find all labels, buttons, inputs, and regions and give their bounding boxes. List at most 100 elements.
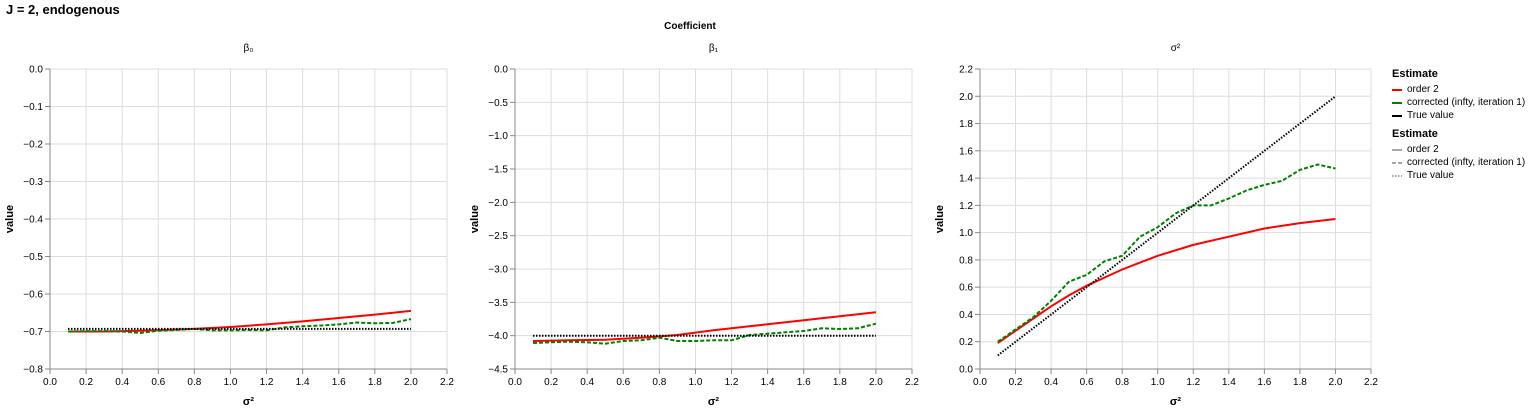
x-tick-label: 0.6 [1080,377,1094,388]
legend-style-symbol [1392,161,1402,164]
x-tick-label: 1.4 [296,377,310,388]
y-tick-label: −0.3 [23,177,43,188]
legend-color-title: Estimate [1392,68,1438,80]
x-tick-label: 1.0 [1151,377,1165,388]
legend-style-symbol [1392,174,1402,177]
x-tick-label: 1.0 [224,377,238,388]
y-tick-label: −3.5 [488,298,508,309]
x-tick-label: 2.0 [869,377,883,388]
legend-color-item: order 2 [1392,83,1525,96]
y-tick-label: 0.2 [959,337,973,348]
x-tick-label: 0.0 [973,377,987,388]
y-tick-label: −2.5 [488,231,508,242]
y-tick-label: 1.2 [959,201,973,212]
x-tick-label: 1.4 [1222,377,1236,388]
y-tick-label: −0.1 [23,102,43,113]
y-tick-label: 0.0 [494,65,508,76]
y-tick-label: 1.6 [959,146,973,157]
x-tick-label: 0.8 [187,377,201,388]
legend-style-item: True value [1392,169,1525,182]
legend-style-title: Estimate [1392,128,1438,140]
legend-color-item: corrected (infty, iteration 1) [1392,96,1525,109]
panel-title: β₁ [709,43,719,54]
legend-color-symbol [1392,88,1402,91]
x-tick-label: 1.8 [1293,377,1307,388]
y-tick-label: −0.5 [488,98,508,109]
x-tick-label: 1.8 [368,377,382,388]
x-tick-label: 1.6 [1257,377,1271,388]
y-tick-label: −4.5 [488,365,508,376]
x-tick-label: 0.4 [580,377,594,388]
panel-title: β₀ [244,43,254,54]
panel-3: 0.0 0.2 0.4 0.6 0.8 1.0 1.2 1.4 1.6 1.8 2.0 2.2 0.0 0… [934,43,1378,408]
x-tick-label: 0.2 [544,377,558,388]
x-tick-label: 1.8 [833,377,847,388]
y-tick-label: −0.2 [23,140,43,151]
x-tick-label: 1.2 [1186,377,1200,388]
legend-color-label: corrected (infty, iteration 1) [1407,97,1526,108]
y-tick-label: 0.4 [959,310,973,321]
y-tick-label: −0.7 [23,327,43,338]
legend: Estimate order 2 corrected (infty, iterat… [1392,68,1525,188]
x-axis-label: σ² [243,396,255,408]
legend-style-symbol [1392,148,1402,151]
x-tick-label: 2.0 [1329,377,1343,388]
facet-header: Coefficient [664,21,716,32]
x-tick-label: 0.8 [1115,377,1129,388]
series-line-corrected-infty-iteration-1 [67,318,412,335]
x-tick-label: 1.4 [761,377,775,388]
x-tick-label: 0.4 [1044,377,1058,388]
x-tick-label: 0.0 [43,377,57,388]
series-line-order-2 [532,311,877,342]
legend-style-block: Estimate order 2 corrected (infty, iterat… [1392,128,1525,182]
legend-style-label: order 2 [1407,144,1439,155]
legend-style-label: corrected (infty, iteration 1) [1407,157,1526,168]
y-tick-label: −0.8 [23,365,43,376]
x-tick-label: 0.4 [115,377,129,388]
y-tick-label: −3.0 [488,265,508,276]
y-tick-label: −4.0 [488,331,508,342]
legend-color-label: True value [1407,110,1454,121]
y-axis-label: value [934,205,946,233]
legend-color-symbol [1392,114,1402,117]
panel-title: σ² [1171,43,1181,54]
legend-style-label: True value [1407,170,1454,181]
y-tick-label: −1.0 [488,131,508,142]
series-line-corrected-infty-iteration-1 [532,322,877,345]
y-tick-label: 1.0 [959,228,973,239]
y-tick-label: 0.8 [959,255,973,266]
x-tick-label: 0.2 [79,377,93,388]
panel-2: 0.0 0.2 0.4 0.6 0.8 1.0 1.2 1.4 1.6 1.8 2.0 2.2 −4.5… [469,43,919,408]
y-tick-label: 1.8 [959,119,973,130]
figure-title: J = 2, endogenous [6,2,120,17]
x-tick-label: 0.6 [151,377,165,388]
y-tick-label: 0.0 [29,65,43,76]
panel-1: 0.0 0.2 0.4 0.6 0.8 1.0 1.2 1.4 1.6 1.8 2.0 2.2 −0.8… [4,43,454,408]
y-tick-label: 0.0 [959,365,973,376]
y-tick-label: −0.5 [23,252,43,263]
legend-color-item: True value [1392,109,1525,122]
x-tick-label: 1.2 [725,377,739,388]
chart-area: 0.0 0.2 0.4 0.6 0.8 1.0 1.2 1.4 1.6 1.8 2.0 2.2 −0.8… [4,43,1378,408]
y-tick-label: −2.0 [488,198,508,209]
legend-color-label: order 2 [1407,84,1439,95]
x-tick-label: 1.2 [260,377,274,388]
x-tick-label: 1.0 [689,377,703,388]
y-tick-label: 2.2 [959,65,973,76]
x-tick-label: 2.2 [440,377,454,388]
series-line-true-value [997,95,1337,357]
y-tick-label: −1.5 [488,165,508,176]
x-axis-label: σ² [1170,396,1182,408]
x-tick-label: 2.2 [905,377,919,388]
x-tick-label: 0.8 [652,377,666,388]
y-axis-label: value [469,205,481,233]
y-tick-label: 0.6 [959,283,973,294]
y-tick-label: −0.4 [23,215,43,226]
legend-style-item: order 2 [1392,143,1525,156]
legend-color-block: Estimate order 2 corrected (infty, iterat… [1392,68,1525,122]
y-tick-label: −0.6 [23,290,43,301]
series-line-corrected-infty-iteration-1 [997,163,1336,343]
x-axis-label: σ² [708,396,720,408]
x-tick-label: 0.0 [508,377,522,388]
y-tick-label: 1.4 [959,174,973,185]
